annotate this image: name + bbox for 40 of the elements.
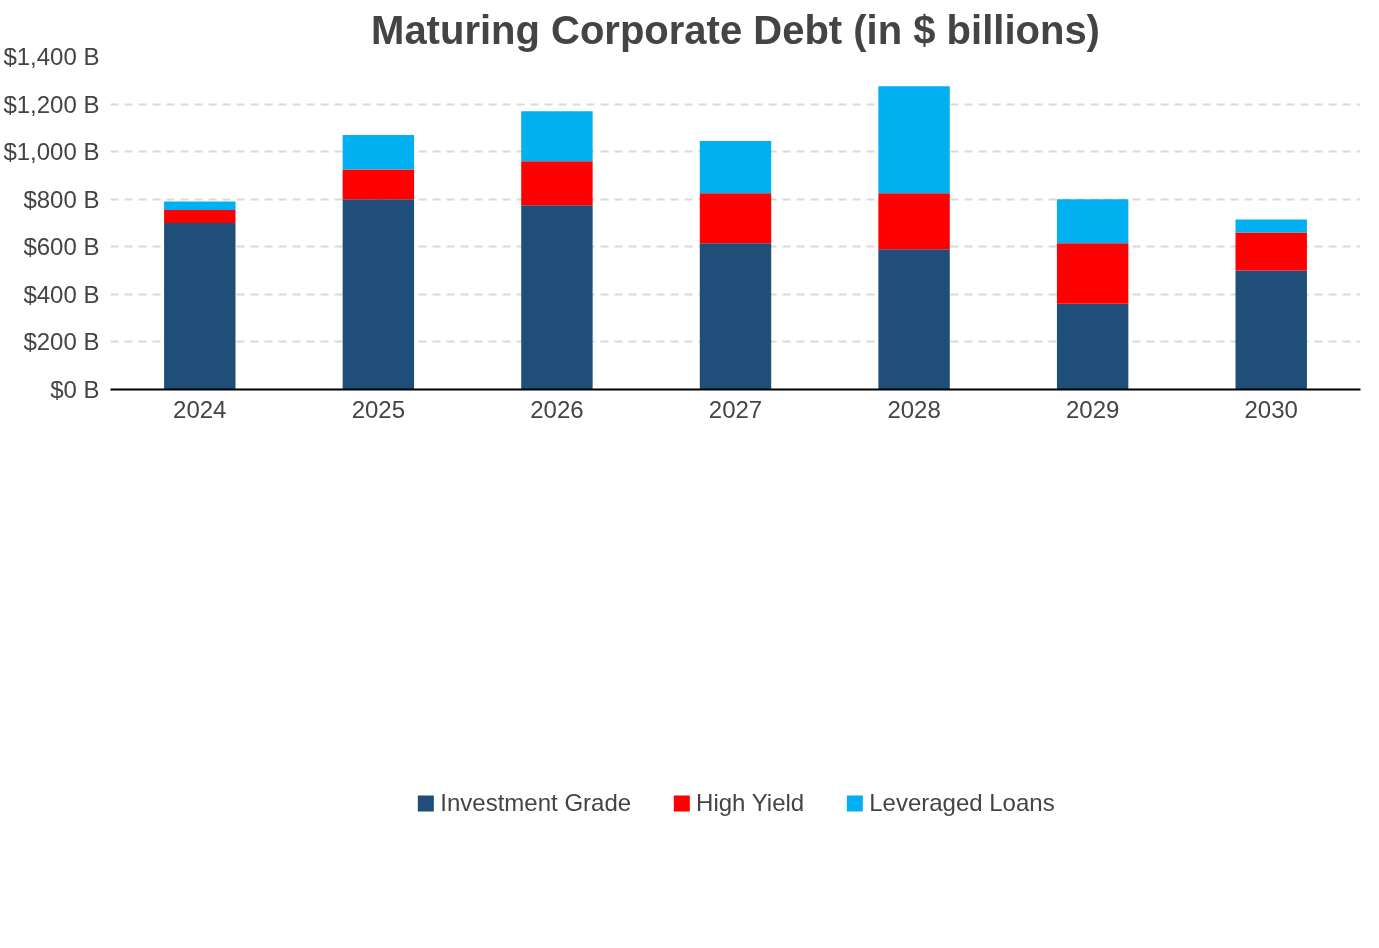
y-tick-label: $600 B xyxy=(23,233,100,261)
y-tick-label: $1,000 B xyxy=(3,138,100,166)
bar xyxy=(521,111,593,162)
y-tick-label: $1,400 B xyxy=(3,43,100,70)
bar xyxy=(1235,270,1307,390)
bar xyxy=(1056,199,1129,244)
bar xyxy=(1235,232,1307,271)
bar xyxy=(342,134,415,170)
bar xyxy=(878,193,950,250)
bar xyxy=(164,209,236,223)
chart-title: Maturing Corporate Debt (in $ billions) xyxy=(371,7,1100,52)
bar xyxy=(521,205,593,390)
bar xyxy=(699,140,772,194)
bar xyxy=(164,223,236,390)
y-tick-label: $400 B xyxy=(23,280,100,308)
x-tick-label: 2027 xyxy=(708,395,763,423)
bar xyxy=(878,249,950,390)
bar xyxy=(699,243,772,390)
bar xyxy=(878,86,950,194)
x-tick-label: 2025 xyxy=(351,395,406,423)
legend-label: Investment Grade xyxy=(440,789,632,817)
x-tick-label: 2026 xyxy=(530,395,584,423)
x-tick-label: 2030 xyxy=(1244,395,1298,423)
y-tick-label: $200 B xyxy=(23,328,100,356)
bar xyxy=(1056,243,1129,304)
bar xyxy=(342,169,415,200)
legend-label: High Yield xyxy=(696,789,805,817)
x-tick-label: 2024 xyxy=(173,395,227,423)
bar xyxy=(164,201,236,210)
x-tick-label: 2029 xyxy=(1065,395,1120,423)
y-tick-label: $1,200 B xyxy=(3,90,100,118)
bar xyxy=(342,199,415,390)
bar xyxy=(1235,219,1307,233)
y-tick-label: $0 B xyxy=(50,376,100,403)
bar xyxy=(1056,303,1129,390)
bar xyxy=(699,193,772,244)
legend-label: Leveraged Loans xyxy=(869,789,1055,817)
y-tick-label: $800 B xyxy=(23,185,100,213)
x-tick-label: 2028 xyxy=(887,395,941,423)
bar xyxy=(521,161,593,206)
